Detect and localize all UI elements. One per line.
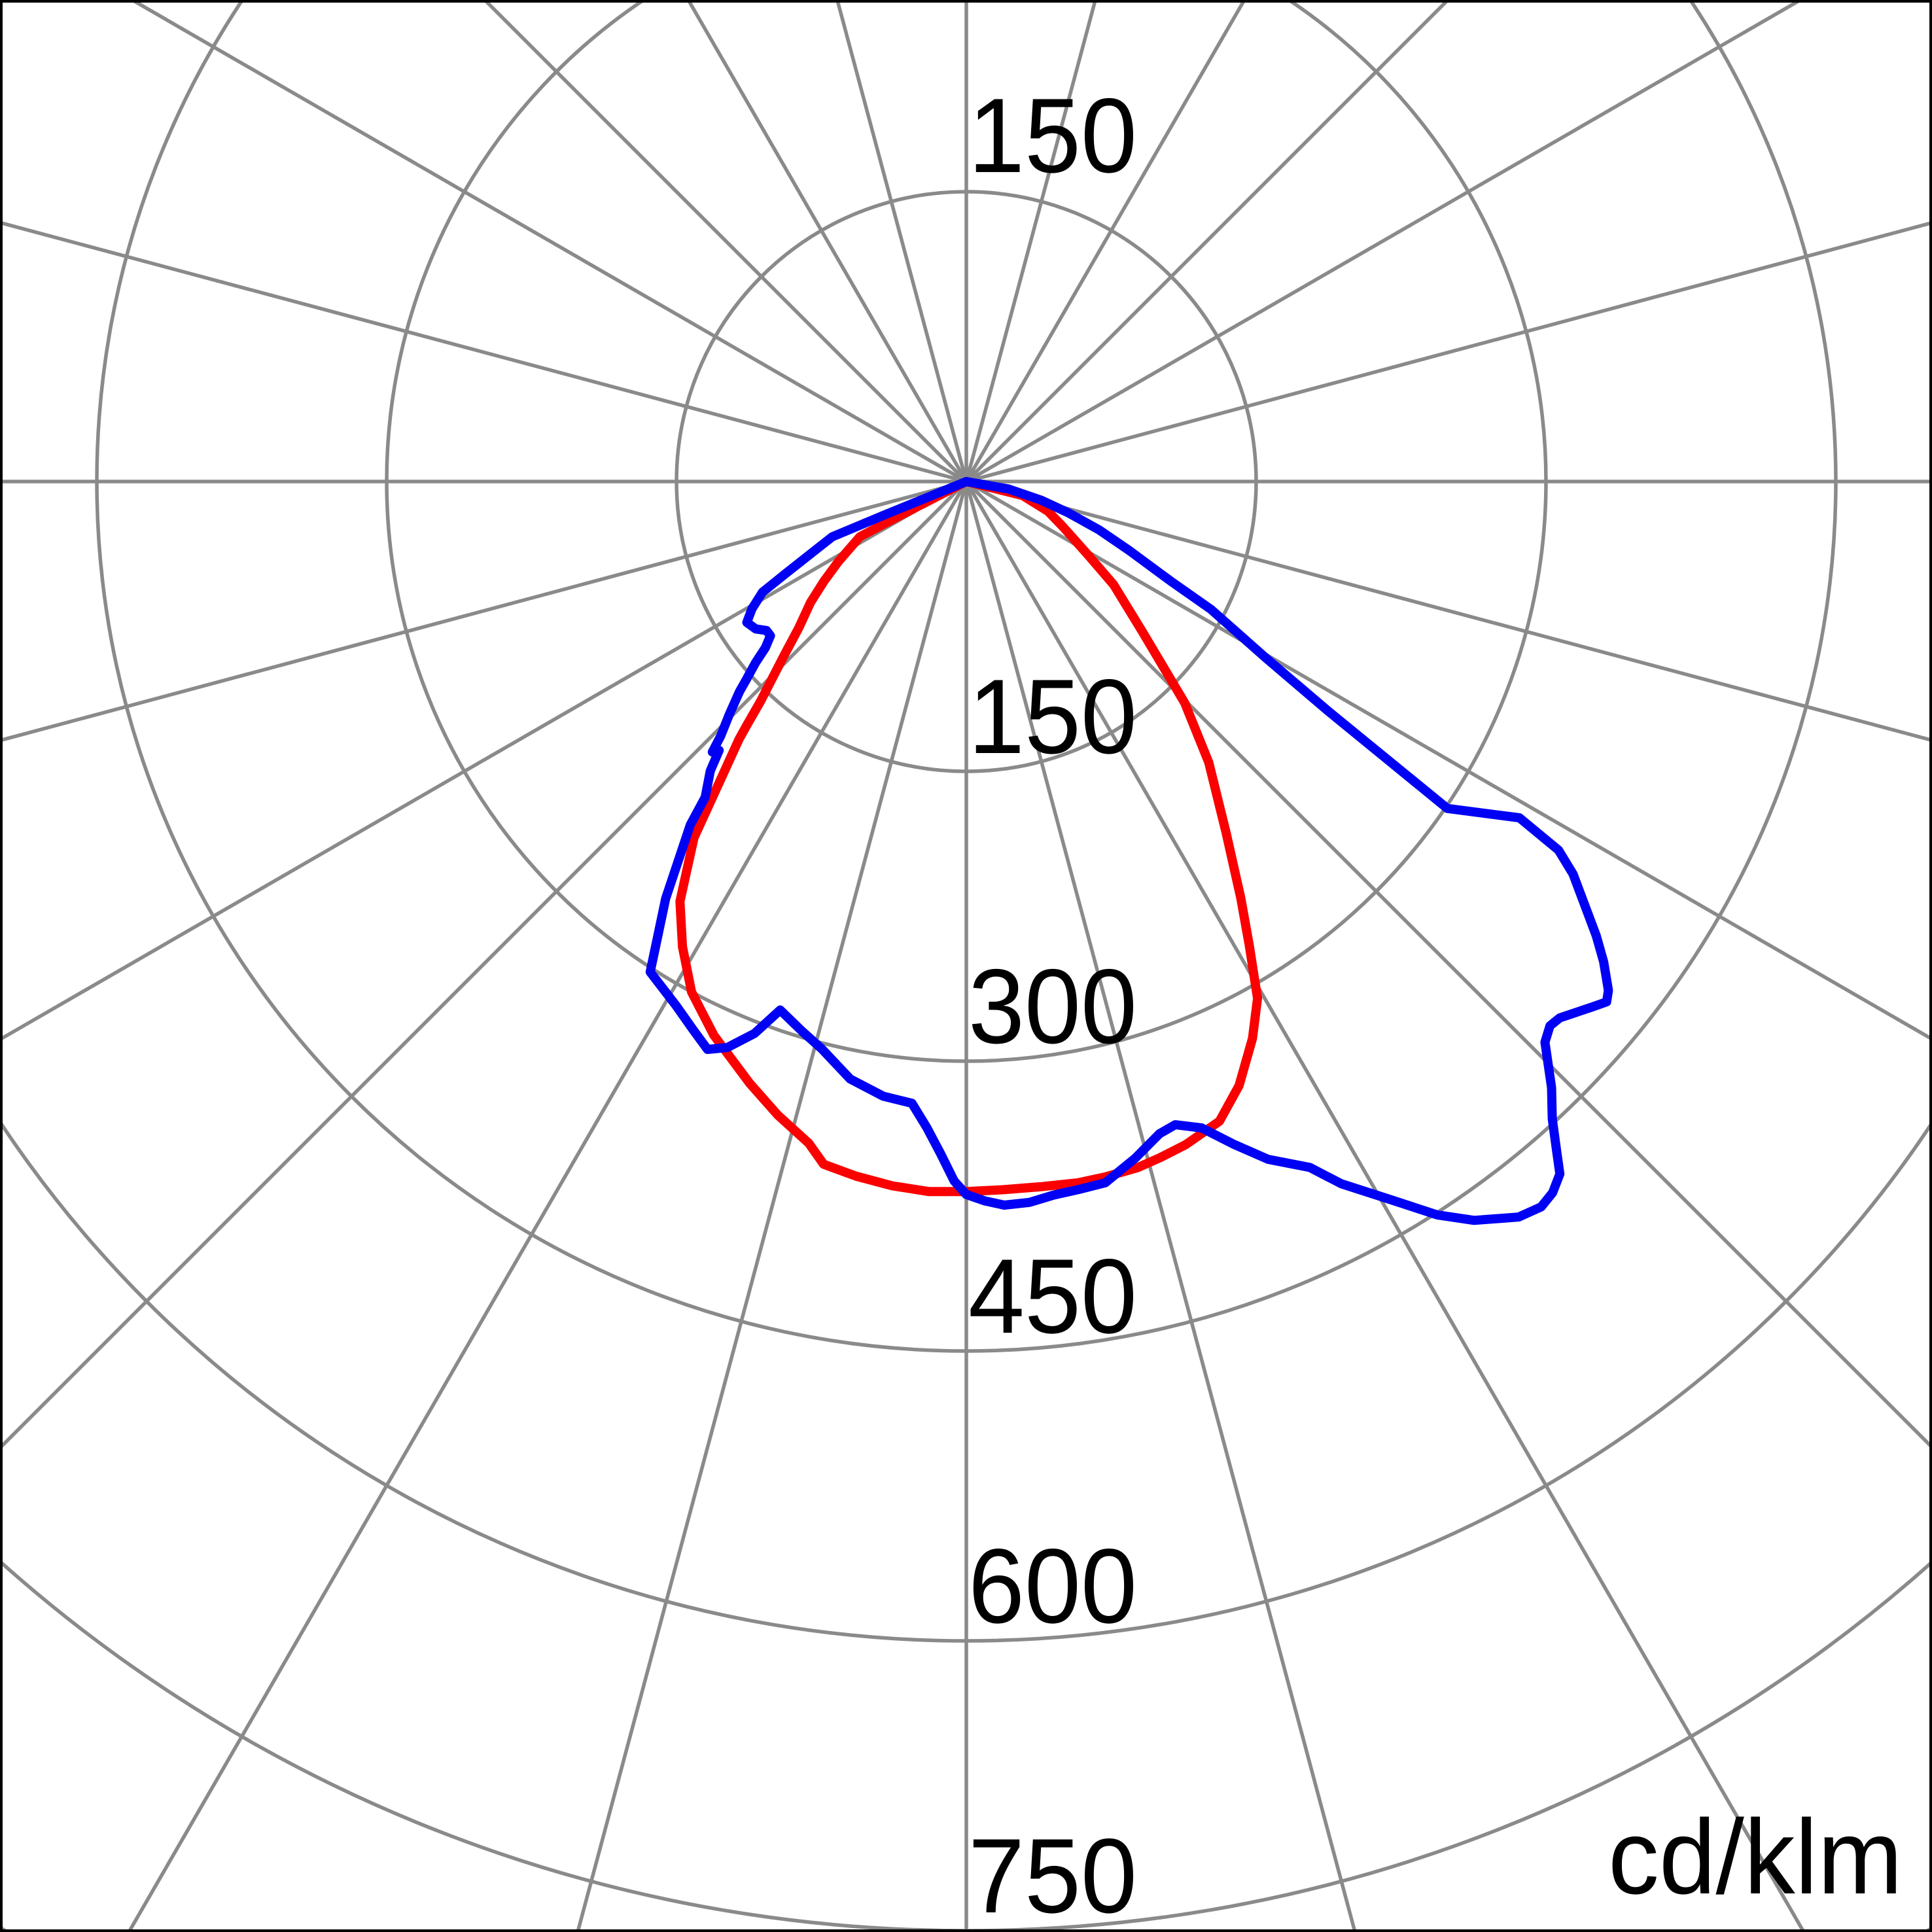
polar-grid-spoke — [0, 480, 967, 743]
red-curve — [675, 477, 1263, 1197]
polar-grid-spoke — [964, 0, 1098, 482]
polar-grid-spoke — [128, 0, 968, 483]
polar-grid-spoke — [966, 220, 1932, 483]
polar-grid-spoke — [576, 481, 968, 1932]
polar-grid-spoke — [965, 480, 1932, 1450]
polar-grid-spoke — [0, 220, 967, 483]
polar-grid-ring — [675, 190, 1258, 773]
polar-grid-spoke — [482, 0, 968, 483]
units-label: cd/klm — [1608, 1798, 1903, 1916]
polar-grid-spoke — [964, 481, 1357, 1932]
polar-grid-ring — [385, 0, 1548, 1063]
polar-grid-spoke — [964, 0, 1247, 483]
polar-grid-spoke — [964, 480, 1806, 1932]
polar-grid-spoke — [965, 0, 1804, 483]
blue-curve — [645, 477, 1613, 1225]
polar-grid-spoke — [686, 0, 968, 483]
polar-grid-spoke — [965, 480, 1932, 1042]
polar-grid-spoke — [126, 480, 968, 1932]
polar-grid-ring — [95, 0, 1838, 1353]
polar-grid-ring — [0, 1118, 1932, 1643]
radial-tick-label: 450 — [968, 1237, 1137, 1356]
polar-grid-spoke — [0, 480, 968, 1450]
polar-grid-spoke — [0, 480, 968, 1042]
radial-tick-label: 150 — [968, 77, 1137, 195]
radial-tick-label: 600 — [968, 1527, 1137, 1645]
polar-grid-spoke — [835, 0, 968, 482]
polar-grid-spoke — [966, 480, 1932, 743]
radial-tick-label: 150 — [968, 658, 1137, 776]
radial-tick-label: 300 — [968, 947, 1137, 1066]
radial-tick-label: 750 — [968, 1817, 1137, 1932]
polar-grid-spoke — [965, 0, 1450, 483]
